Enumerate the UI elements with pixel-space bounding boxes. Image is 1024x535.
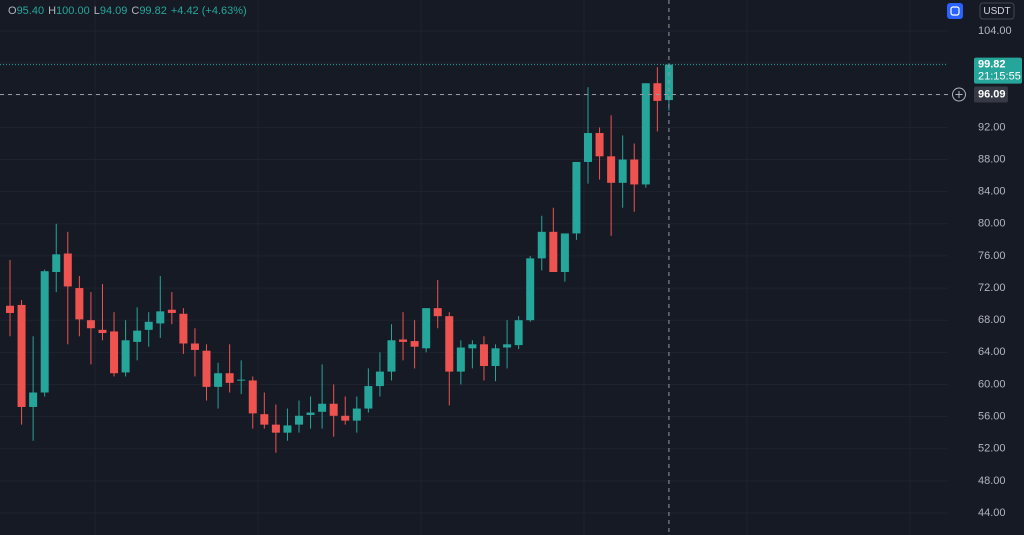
candle-body [190, 343, 199, 350]
y-tick-label: 44.00 [978, 507, 1006, 519]
candle-body [156, 311, 165, 324]
legend-key: H [48, 5, 56, 17]
y-tick-label: 60.00 [978, 378, 1006, 390]
crosshair-plus-glyph [955, 91, 963, 99]
price-axis: 44.00 48.00 52.00 56.00 60.00 64.00 68.00 72.00… [974, 25, 1022, 519]
candle-body [329, 403, 338, 416]
legend-key: C [131, 5, 139, 17]
currency-label: USDT [983, 6, 1010, 17]
candle-body [491, 348, 500, 366]
candle-body [364, 386, 373, 409]
candle-body [52, 254, 61, 272]
candle-body [503, 344, 512, 348]
legend-change: +4.42 (+4.63%) [171, 5, 247, 17]
candle-body [468, 344, 477, 349]
y-tick-label: 48.00 [978, 475, 1006, 487]
candle-body [526, 258, 535, 321]
candle-body [572, 161, 581, 234]
legend-value: 100.00 [56, 5, 90, 17]
candle-body [641, 83, 650, 185]
legend: O 95.40 H 100.00 L 94.09 C 99.82 +4.42 (+4.63%) [8, 5, 247, 17]
candle-body [549, 231, 558, 272]
y-tick-label: 68.00 [978, 314, 1006, 326]
candle-body [653, 83, 662, 101]
candle-body [225, 373, 234, 383]
candle-body [133, 330, 142, 342]
y-tick-label: 76.00 [978, 250, 1006, 262]
candle-body [75, 288, 84, 320]
candle-body [17, 304, 26, 407]
candle-body [295, 415, 303, 425]
candle-body [595, 133, 604, 157]
crosshair-price-label: 96.09 [978, 88, 1006, 100]
candle-body [607, 156, 616, 183]
candle-body [341, 415, 350, 421]
settings-icon-glyph [950, 6, 960, 16]
candle-body [399, 339, 408, 342]
candle-body [537, 231, 546, 259]
y-tick-label: 104.00 [978, 25, 1012, 37]
candle-body [410, 341, 419, 347]
y-tick-label: 56.00 [978, 410, 1006, 422]
candle-body [6, 305, 14, 313]
candle-body [167, 309, 176, 313]
candle-body [29, 392, 38, 407]
candle-body [214, 373, 223, 387]
countdown-label: 21:15:55 [978, 70, 1021, 82]
candle-body [144, 321, 153, 330]
grid [0, 0, 948, 535]
candle-body [422, 308, 431, 349]
candle-body [445, 316, 454, 372]
candle-body [387, 340, 396, 372]
last-price-label: 99.82 [978, 58, 1006, 70]
candle-body [375, 371, 384, 387]
currency-box[interactable] [979, 2, 1015, 20]
candle-body [98, 329, 107, 334]
candle-body [237, 379, 246, 381]
legend-value: 95.40 [17, 5, 45, 17]
y-tick-label: 88.00 [978, 153, 1006, 165]
candle-body [560, 233, 569, 272]
y-tick-label: 92.00 [978, 121, 1006, 133]
candle-body [283, 425, 292, 433]
y-tick-label: 64.00 [978, 346, 1006, 358]
candle-body [86, 320, 95, 329]
y-tick-label: 72.00 [978, 282, 1006, 294]
candle-body [433, 308, 442, 317]
candle-body [63, 253, 72, 287]
crosshair-price-tag [974, 86, 1008, 103]
candle-body [584, 133, 592, 162]
candle-body [306, 412, 315, 415]
candle-body [352, 408, 361, 421]
candle-body [202, 350, 211, 387]
candle-body [318, 403, 327, 412]
candle-body [179, 313, 188, 344]
last-price-tag [974, 57, 1022, 84]
legend-value: 94.09 [100, 5, 128, 17]
y-tick-label: 80.00 [978, 218, 1006, 230]
overlay [0, 0, 966, 535]
candle-body [618, 159, 627, 183]
candles [6, 63, 673, 453]
candle-body [630, 159, 639, 185]
legend-key: O [8, 5, 17, 17]
candle-body [514, 320, 523, 346]
candle-body [260, 414, 269, 425]
candle-body [479, 344, 488, 366]
candle-body [40, 271, 49, 393]
legend-key: L [94, 5, 100, 17]
candle-body [110, 331, 119, 374]
settings-icon[interactable] [947, 3, 963, 19]
y-tick-label: 84.00 [978, 186, 1006, 198]
y-tick-label: 52.00 [978, 443, 1006, 455]
candle-body [248, 380, 257, 414]
legend-value: 99.82 [139, 5, 167, 17]
candle-body [271, 424, 280, 433]
candle-body [121, 340, 130, 373]
candle-body [456, 347, 465, 372]
